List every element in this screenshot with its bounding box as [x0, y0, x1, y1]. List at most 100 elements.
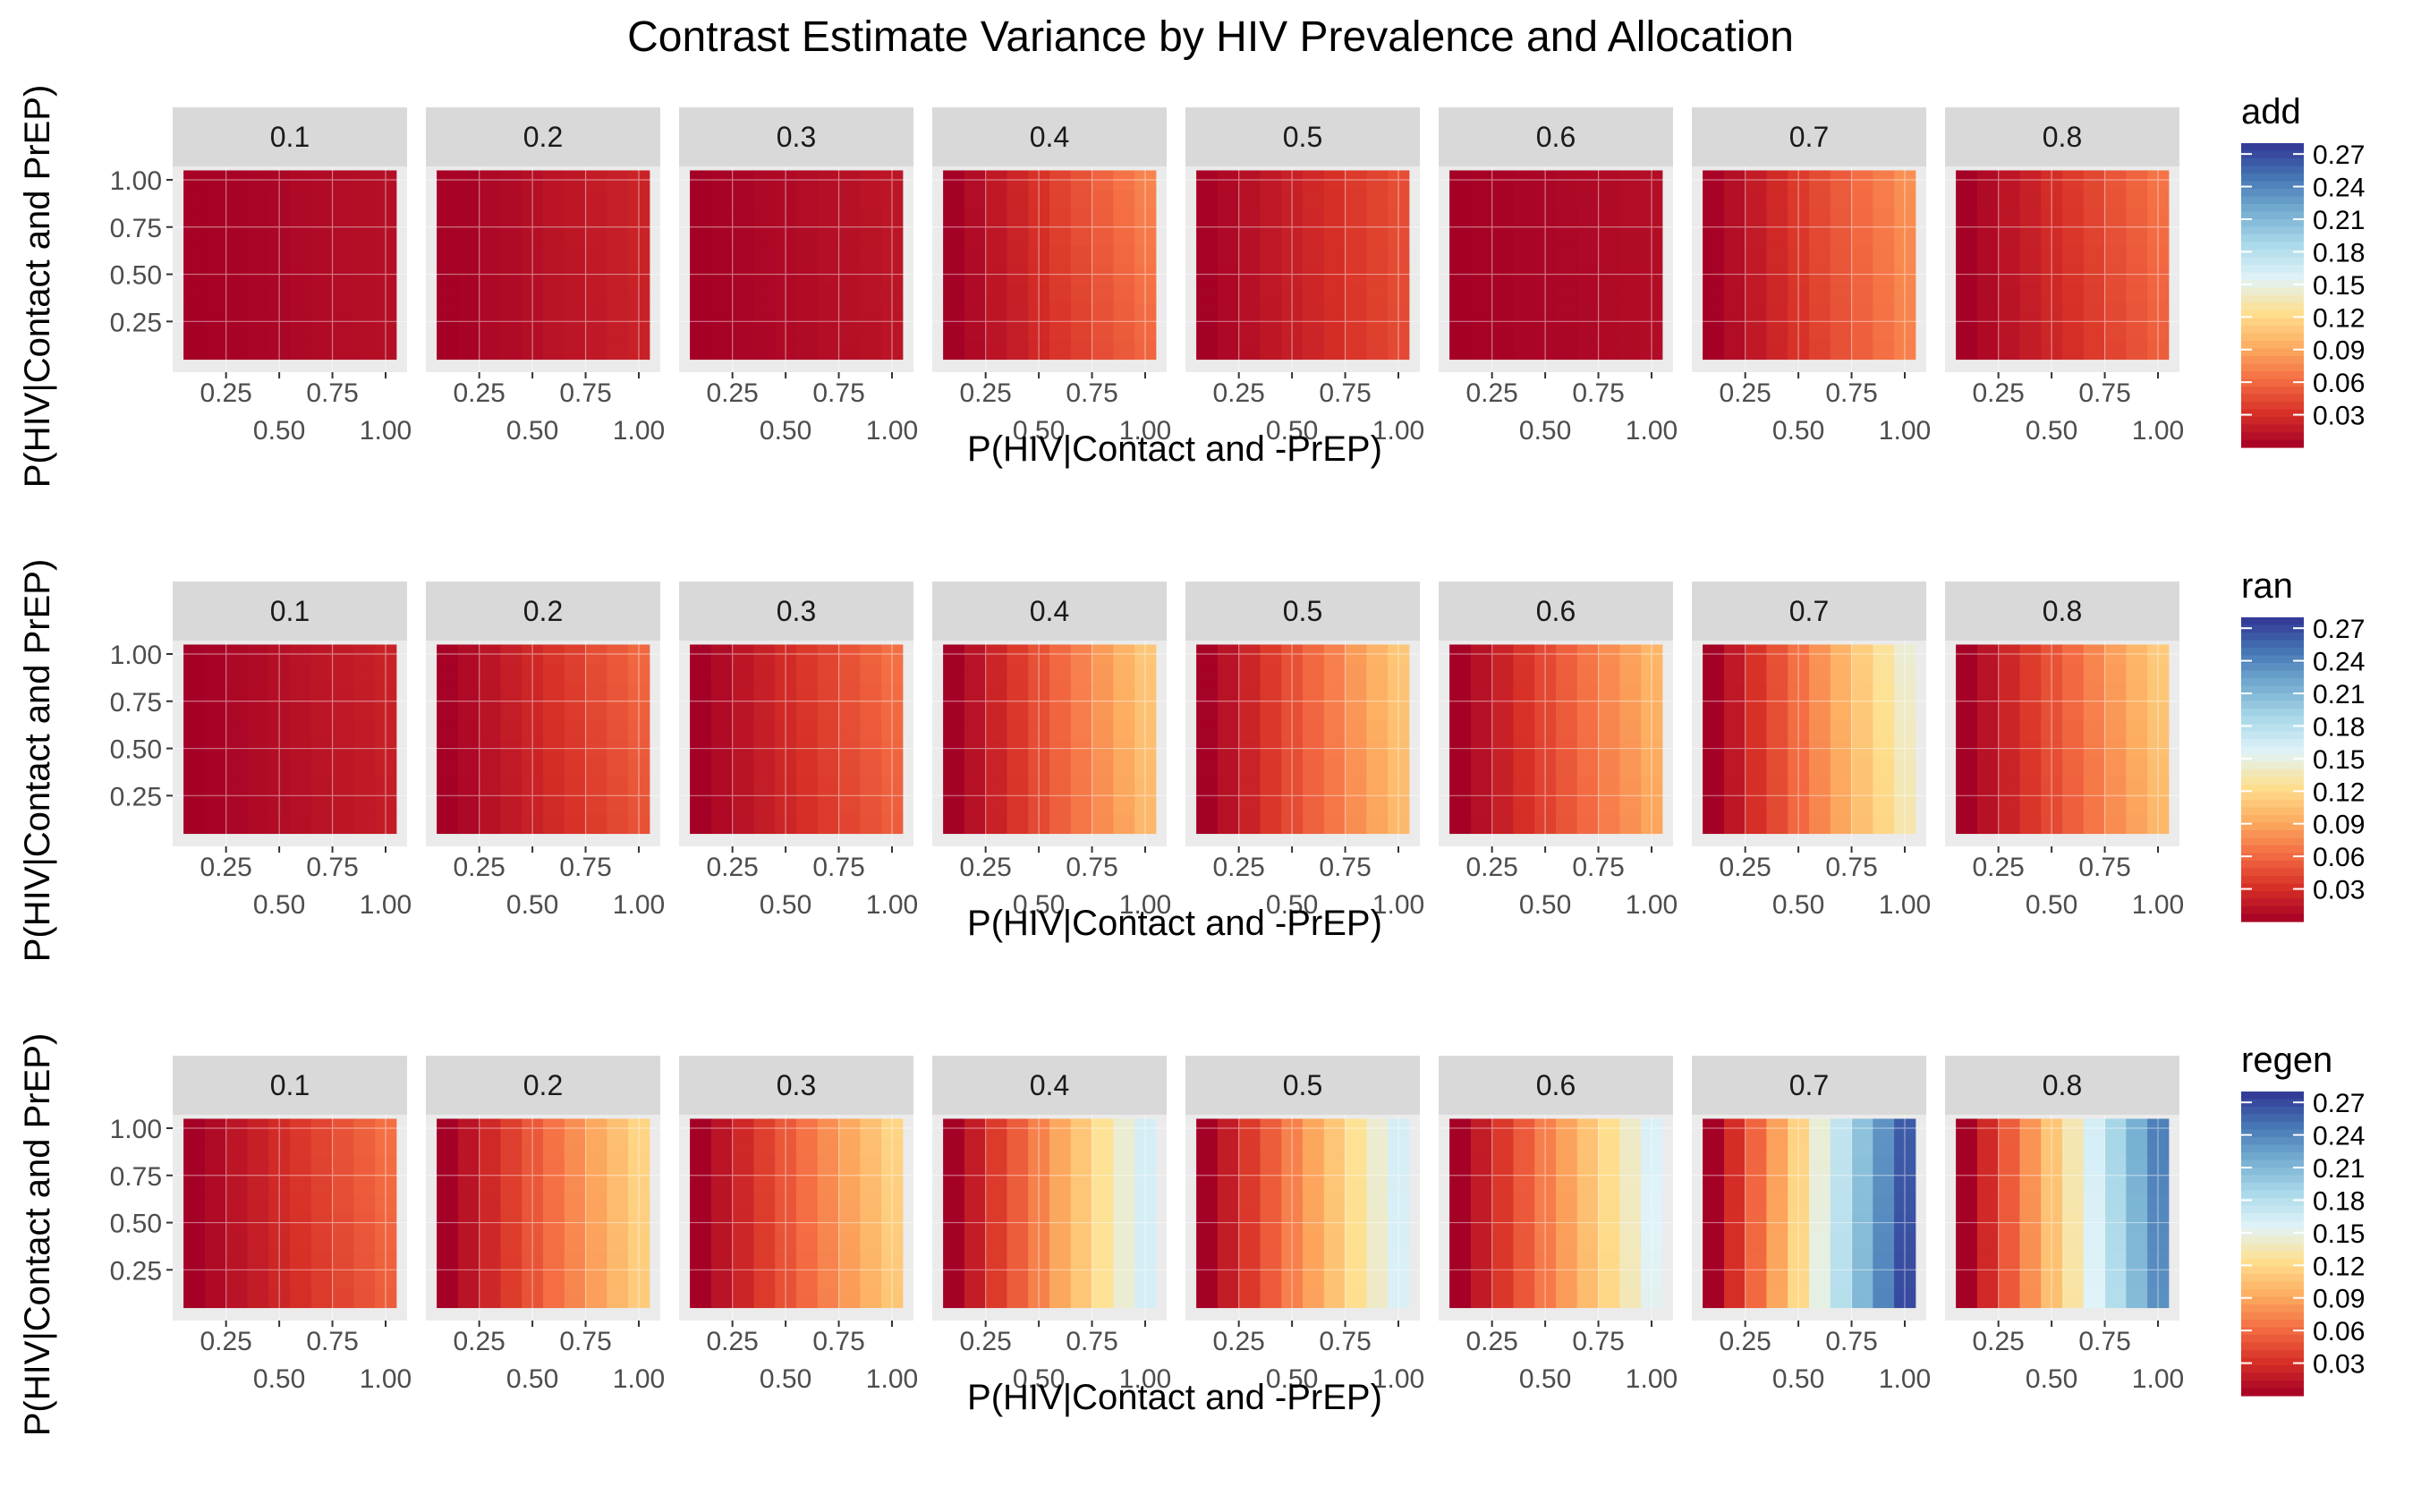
heatmap-cell [2083, 1137, 2106, 1158]
heatmap-cell [838, 758, 861, 777]
heatmap-cell [838, 795, 861, 815]
heatmap-cell [1534, 245, 1557, 266]
heatmap-cell [522, 1251, 544, 1270]
heatmap-cell [1323, 1232, 1346, 1252]
heatmap-cell [1303, 208, 1325, 228]
heatmap-cell [225, 1213, 248, 1233]
heatmap-cell [310, 644, 334, 665]
heatmap-cell [437, 340, 459, 361]
heatmap-cell [690, 1270, 712, 1289]
heatmap-cell [753, 226, 776, 247]
heatmap-cell [881, 1270, 904, 1289]
heatmap-cell [1049, 170, 1072, 191]
heatmap-cell [860, 1118, 882, 1139]
facet-panel: 0.50.250.500.751.00 [1185, 582, 1424, 920]
heatmap-cell [607, 1175, 629, 1195]
heatmap-cell [268, 245, 291, 266]
heatmap-cell [1049, 1156, 1072, 1176]
heatmap-cell [2019, 321, 2042, 341]
heatmap-cell [1830, 701, 1853, 721]
heatmap-cell [479, 302, 501, 322]
heatmap-cell [183, 1213, 206, 1233]
heatmap-cell [183, 208, 206, 228]
heatmap-cell [2104, 1156, 2127, 1176]
colorbar-segment [2241, 1266, 2304, 1275]
heatmap-cell [1723, 1288, 1746, 1309]
heatmap-cell [310, 302, 334, 322]
y-axis-title: P(HIV|Contact and PrEP) [18, 559, 57, 963]
heatmap-cell [1260, 1137, 1282, 1158]
heatmap-cell [1070, 1156, 1093, 1176]
heatmap-cell [1809, 245, 1831, 266]
heatmap-cell [2041, 265, 2063, 285]
heatmap-cell [457, 1288, 480, 1309]
heatmap-cell [1598, 1118, 1620, 1139]
heatmap-cell [1134, 1251, 1157, 1270]
heatmap-cell [1956, 777, 1978, 796]
heatmap-cell [1851, 1156, 1873, 1176]
heatmap-cell [1998, 208, 2020, 228]
heatmap-cell [710, 814, 734, 835]
heatmap-cell [1007, 1213, 1029, 1233]
heatmap-cell [585, 302, 607, 322]
heatmap-cell [1303, 170, 1325, 191]
heatmap-cell [268, 739, 291, 759]
heatmap-cell [732, 1270, 754, 1289]
heatmap-cell [881, 644, 904, 665]
heatmap-cell [2019, 719, 2042, 740]
heatmap-cell [1388, 340, 1410, 361]
heatmap-cell [710, 719, 734, 740]
heatmap-cell [1345, 1193, 1367, 1214]
heatmap-cell [1976, 226, 2000, 247]
y-axis-title: P(HIV|Contact and PrEP) [18, 85, 57, 488]
heatmap-cell [1703, 1137, 1725, 1158]
panel-gridlines [1692, 641, 1926, 846]
heatmap-cell [860, 284, 882, 303]
heatmap-cell [607, 321, 629, 341]
heatmap-cell [268, 208, 291, 228]
heatmap-cell [437, 701, 459, 721]
heatmap-cell [1534, 701, 1557, 721]
heatmap-cell [2062, 719, 2085, 740]
facet-panel: 0.50.250.500.751.00 [1185, 1056, 1424, 1394]
heatmap-cell [1217, 663, 1240, 684]
heatmap-cell [838, 663, 861, 684]
heatmap-cell [585, 1118, 607, 1139]
heatmap-cell [860, 1137, 882, 1158]
heatmap-cell [2019, 1270, 2042, 1289]
heatmap-cell [585, 208, 607, 228]
heatmap-cell [1217, 719, 1240, 740]
heatmap-cell [183, 1270, 206, 1289]
heatmap-cell [710, 1288, 734, 1309]
heatmap-cell [290, 245, 312, 266]
heatmap-cell [1134, 226, 1157, 247]
heatmap-cell [522, 170, 544, 191]
heatmap-cell [753, 302, 776, 322]
heatmap-cell [775, 1118, 797, 1139]
heatmap-cell [690, 795, 712, 815]
heatmap-cell [1092, 682, 1114, 702]
heatmap-cell [2062, 814, 2085, 835]
heatmap-cell [753, 1175, 776, 1195]
heatmap-cell [1641, 340, 1663, 361]
heatmap-cell [1894, 302, 1916, 322]
heatmap-cell [796, 777, 819, 796]
heatmap-cell [1049, 1232, 1072, 1252]
heatmap-cell [710, 302, 734, 322]
heatmap-cell [607, 644, 629, 665]
heatmap-cell [860, 663, 882, 684]
heatmap-cell [1281, 284, 1304, 303]
heatmap-cell [2083, 321, 2106, 341]
colorbar-segment [2241, 640, 2304, 649]
heatmap-cell [1556, 1193, 1578, 1214]
heatmap-cell [2126, 284, 2148, 303]
heatmap-cell [881, 1156, 904, 1176]
heatmap-cell [2126, 1156, 2148, 1176]
heatmap-cell [479, 245, 501, 266]
heatmap-cell [1556, 719, 1578, 740]
heatmap-cell [479, 644, 501, 665]
heatmap-cell [1323, 284, 1346, 303]
heatmap-cell [1217, 1137, 1240, 1158]
heatmap-cell [690, 1193, 712, 1214]
heatmap-cell [543, 170, 565, 191]
